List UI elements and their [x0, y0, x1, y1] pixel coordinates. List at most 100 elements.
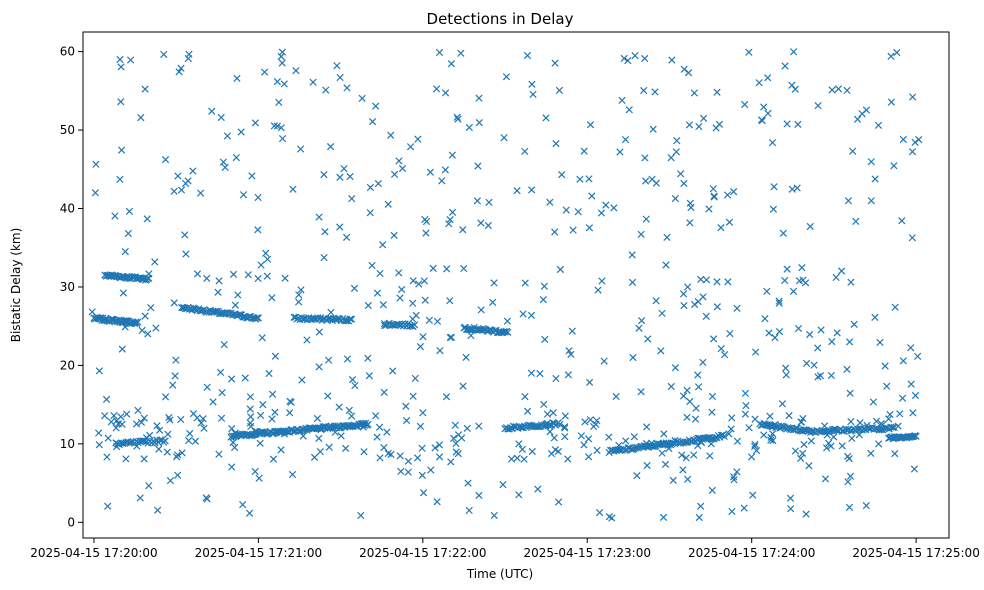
data-point: [345, 406, 353, 415]
data-point: [637, 388, 645, 396]
data-point: [789, 48, 798, 56]
data-point: [528, 186, 536, 194]
data-point: [751, 415, 759, 423]
data-point: [709, 185, 717, 193]
data-point: [683, 413, 691, 422]
data-point: [320, 253, 328, 262]
data-point: [248, 172, 256, 180]
data-point: [442, 393, 451, 401]
data-point: [521, 279, 529, 287]
x-axis: 2025-04-15 17:20:00 2025-04-15 17:21:00 20…: [30, 538, 980, 560]
data-point: [600, 357, 608, 365]
data-point: [682, 454, 690, 462]
data-point: [542, 114, 550, 122]
data-point: [893, 48, 901, 57]
data-point: [346, 172, 354, 181]
data-point: [667, 382, 675, 391]
data-point: [372, 412, 380, 420]
data-point: [513, 187, 521, 195]
data-point: [863, 421, 871, 429]
data-point: [899, 357, 907, 365]
data-point: [445, 220, 453, 228]
data-point: [193, 270, 202, 278]
data-point: [289, 185, 297, 193]
y-tick-label: 0: [67, 515, 75, 529]
data-point: [251, 467, 259, 476]
data-point: [588, 192, 596, 200]
data-point: [475, 491, 483, 499]
data-point: [536, 369, 544, 378]
data-point: [610, 204, 618, 212]
data-point: [671, 436, 679, 445]
data-point: [473, 197, 481, 205]
data-point: [846, 389, 854, 397]
data-point: [387, 450, 395, 458]
data-point: [441, 89, 450, 97]
data-point: [325, 423, 334, 432]
data-point: [807, 437, 815, 445]
data-point: [702, 276, 711, 284]
data-point: [277, 52, 285, 61]
data-point: [256, 411, 265, 420]
data-point: [846, 472, 855, 480]
data-point: [708, 408, 716, 416]
data-point: [564, 371, 573, 379]
data-point: [576, 175, 584, 183]
data-point: [747, 453, 756, 461]
data-point: [791, 447, 800, 455]
data-point: [278, 59, 286, 67]
data-point: [896, 410, 904, 418]
data-point: [297, 286, 305, 294]
data-point: [848, 434, 856, 443]
data-point: [648, 175, 656, 183]
data-point: [540, 282, 548, 290]
data-point: [887, 98, 896, 106]
data-point: [254, 193, 262, 202]
data-point: [543, 410, 552, 418]
data-point: [325, 443, 333, 451]
data-point: [724, 278, 732, 286]
data-point: [766, 422, 775, 430]
data-point: [507, 455, 516, 463]
data-point: [171, 372, 179, 380]
y-tick-label: 40: [60, 202, 75, 216]
data-point: [465, 123, 473, 132]
data-point: [268, 415, 276, 423]
data-point: [343, 355, 352, 363]
data-point: [684, 475, 692, 483]
data-point: [177, 415, 185, 424]
y-tick-label: 20: [60, 358, 75, 372]
data-point: [110, 411, 118, 420]
data-point: [581, 418, 589, 426]
data-point: [95, 367, 103, 375]
data-point: [245, 509, 254, 517]
data-point: [144, 330, 152, 338]
data-point: [612, 392, 620, 401]
data-point: [231, 301, 239, 309]
data-point: [320, 170, 328, 179]
data-point: [766, 412, 774, 420]
data-point: [726, 329, 734, 338]
data-point: [830, 433, 838, 441]
data-point: [822, 444, 831, 452]
data-point: [309, 78, 317, 86]
data-point: [260, 68, 269, 76]
data-point: [448, 208, 457, 216]
data-point: [220, 340, 228, 349]
data-point: [364, 301, 372, 310]
data-point: [169, 381, 177, 389]
data-point: [376, 269, 384, 278]
data-point: [453, 113, 461, 121]
data-point: [281, 274, 289, 282]
data-point: [263, 272, 271, 280]
data-point: [133, 442, 141, 450]
data-point: [845, 338, 854, 346]
data-point: [104, 434, 112, 442]
data-point: [568, 327, 576, 335]
data-point: [286, 397, 294, 406]
data-point: [795, 277, 804, 285]
data-point: [616, 148, 624, 156]
data-point: [542, 420, 550, 428]
data-point: [518, 445, 526, 453]
data-point: [608, 514, 616, 522]
